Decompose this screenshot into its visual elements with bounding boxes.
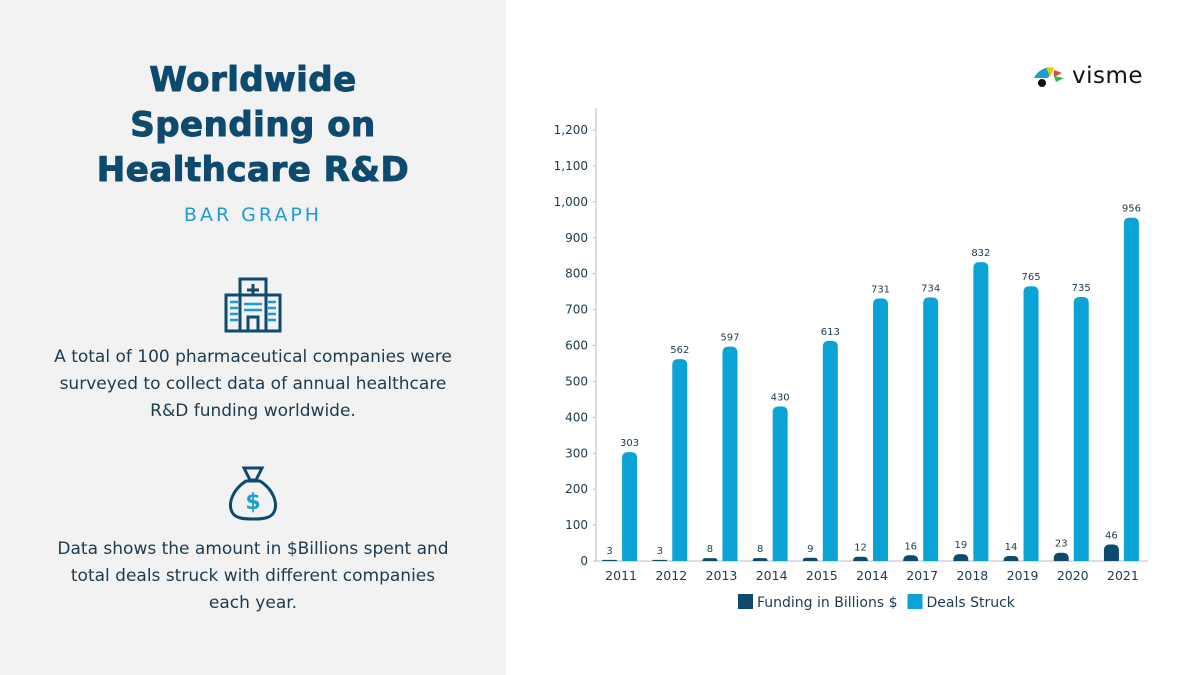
funding-data-label: 3 [657, 546, 663, 557]
legend-swatch [907, 594, 923, 609]
money-bag-icon: $ [229, 466, 277, 521]
y-tick-label: 500 [565, 374, 588, 388]
deals-bar [873, 298, 888, 561]
y-tick-label: 0 [580, 554, 588, 568]
y-tick-label: 200 [565, 482, 588, 496]
deals-bar [1073, 297, 1089, 561]
x-tick-label: 2017 [906, 568, 938, 583]
deals-data-label: 735 [1072, 283, 1091, 294]
deals-data-label: 832 [971, 248, 990, 259]
deals-data-label: 613 [821, 327, 840, 338]
y-tick-label: 1,200 [554, 123, 588, 137]
x-tick-label: 2015 [806, 568, 838, 583]
legend-label: Funding in Billions $ [757, 595, 898, 611]
deals-data-label: 430 [771, 393, 790, 404]
title-line: Healthcare R&D [96, 150, 410, 191]
deals-bar [822, 340, 838, 561]
page-title: Worldwide Spending on Healthcare R&D [0, 58, 506, 193]
x-tick-label: 2019 [1007, 568, 1039, 583]
deals-bar [1023, 286, 1039, 561]
funding-data-label: 14 [1005, 542, 1018, 553]
funding-bar [903, 555, 919, 561]
deals-bar [672, 359, 688, 561]
subtitle: BAR GRAPH [183, 204, 323, 226]
funding-bar [802, 557, 818, 561]
deals-bar [1123, 217, 1139, 562]
deals-bar [622, 452, 638, 561]
y-tick-label: 1,000 [554, 195, 588, 209]
deals-data-label: 731 [871, 284, 890, 295]
funding-bar [953, 554, 969, 561]
funding-bar [602, 559, 618, 561]
y-tick-label: 600 [565, 339, 588, 353]
deals-data-label: 303 [620, 438, 639, 449]
deals-bar [973, 262, 989, 561]
deals-data-label: 765 [1021, 272, 1040, 283]
x-tick-label: 2013 [706, 568, 738, 583]
x-tick-label: 2021 [1107, 568, 1139, 583]
funding-data-label: 9 [807, 544, 813, 555]
funding-data-label: 16 [904, 541, 917, 552]
funding-data-label: 23 [1055, 539, 1068, 550]
x-tick-label: 2012 [655, 568, 687, 583]
x-tick-label: 2011 [605, 568, 637, 583]
funding-bar [1003, 555, 1019, 561]
funding-data-label: 8 [707, 544, 713, 555]
y-tick-label: 100 [565, 518, 588, 532]
funding-bar [652, 559, 668, 561]
y-tick-label: 400 [565, 410, 588, 424]
deals-data-label: 597 [720, 333, 739, 344]
y-tick-label: 300 [565, 446, 588, 460]
funding-bar [752, 558, 768, 561]
funding-bar [853, 556, 868, 561]
visme-logo-mark [1034, 67, 1064, 87]
x-tick-label: 2014 [756, 568, 788, 583]
svg-text:$: $ [245, 490, 260, 515]
funding-data-label: 3 [606, 546, 612, 557]
y-tick-label: 900 [565, 231, 588, 245]
funding-data-label: 46 [1105, 530, 1118, 541]
funding-data-label: 19 [954, 540, 967, 551]
legend-label: Deals Struck [927, 595, 1016, 611]
x-tick-label: 2018 [956, 568, 988, 583]
deals-data-label: 956 [1122, 204, 1141, 215]
deals-data-label: 562 [670, 345, 689, 356]
info-panel: Worldwide Spending on Healthcare R&D BAR… [0, 0, 506, 675]
deals-bar [772, 406, 788, 561]
deals-bar [923, 297, 939, 561]
x-tick-label: 2014 [856, 568, 888, 583]
y-tick-label: 1,100 [554, 159, 588, 173]
funding-bar [1053, 552, 1069, 561]
y-tick-label: 700 [565, 303, 588, 317]
funding-data-label: 8 [757, 544, 763, 555]
y-tick-label: 800 [565, 267, 588, 281]
funding-bar [702, 558, 718, 561]
title-line: Spending on [130, 105, 376, 146]
legend-swatch [738, 594, 753, 609]
description-data: Data shows the amount in $Billions spent… [57, 539, 449, 613]
hospital-icon [224, 277, 282, 333]
logo-text: visme [1072, 63, 1144, 89]
funding-data-label: 12 [854, 543, 867, 554]
deals-bar [722, 346, 738, 561]
title-line: Worldwide [149, 60, 357, 101]
visme-logo: visme [1032, 63, 1143, 89]
deals-data-label: 734 [921, 283, 940, 294]
description-survey: A total of 100 pharmaceutical companies … [54, 347, 452, 421]
x-tick-label: 2020 [1057, 568, 1089, 583]
funding-bar [1103, 544, 1119, 561]
